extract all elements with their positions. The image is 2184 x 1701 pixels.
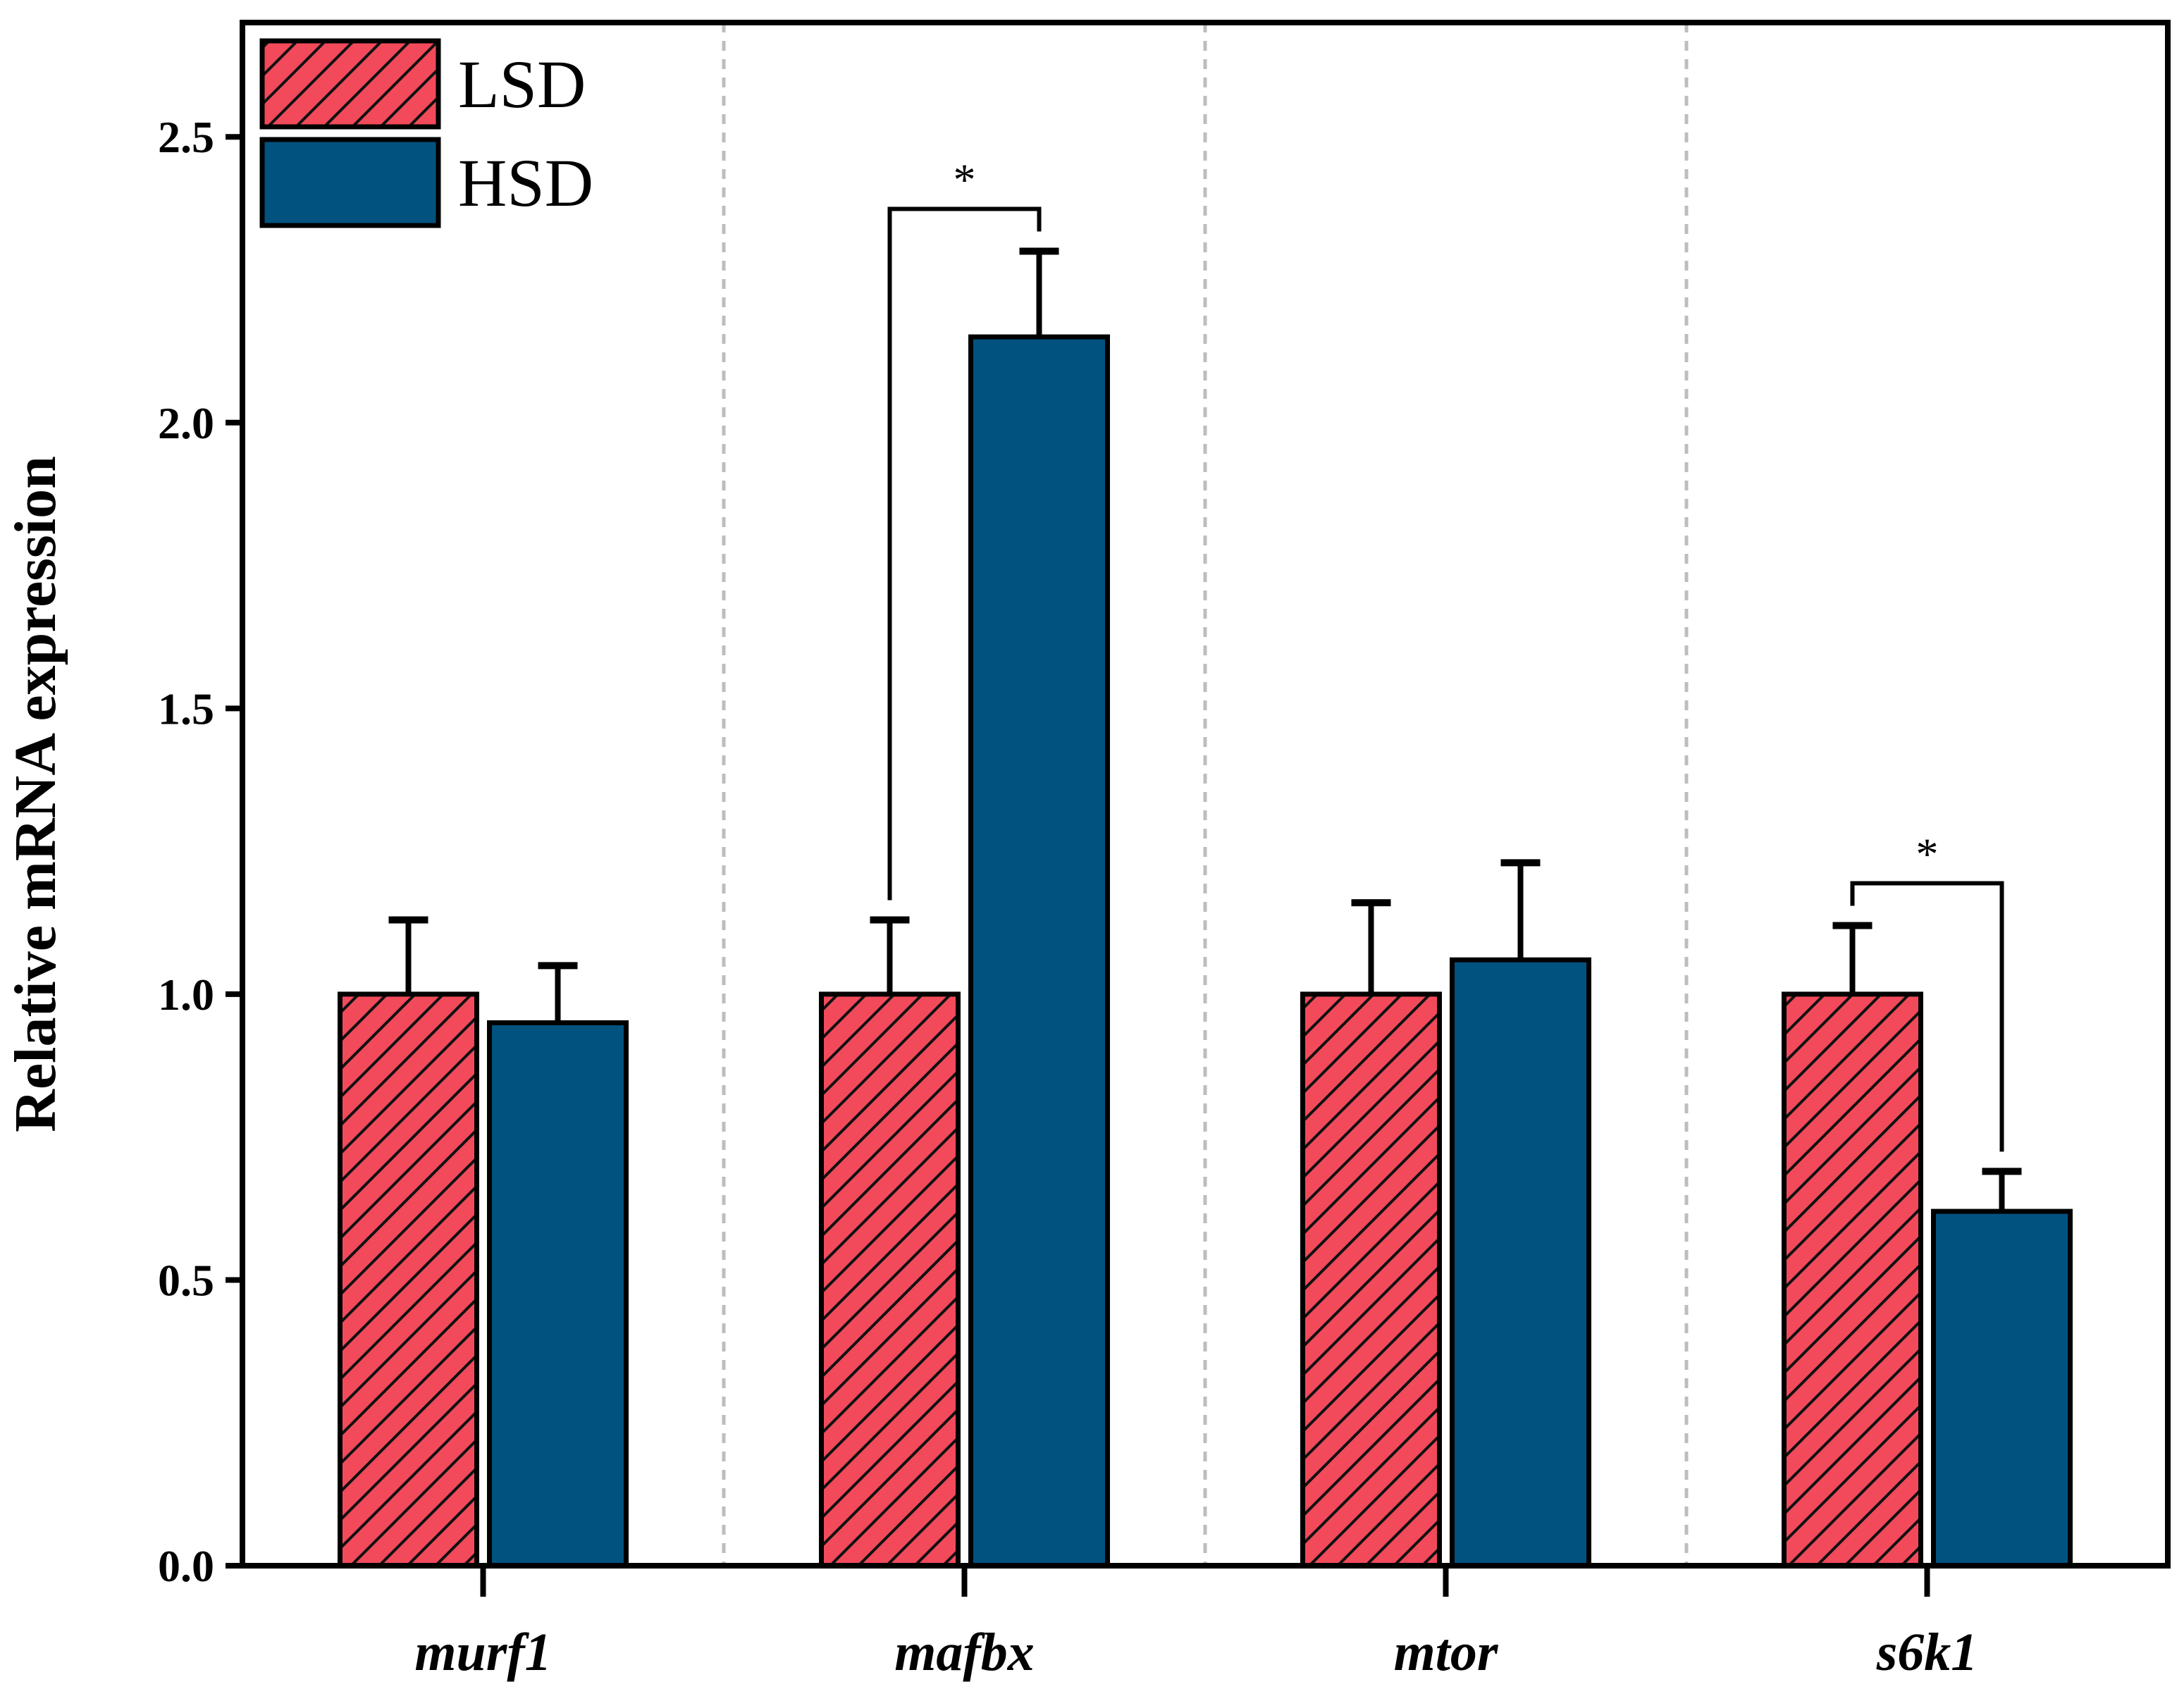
y-tick-label: 1.5: [158, 684, 214, 734]
bar-lsd-mtor: [1300, 991, 1442, 1569]
y-axis-title: Relative mRNA expression: [3, 456, 68, 1132]
category-separators: [722, 23, 1689, 1566]
bars: [338, 334, 2073, 1569]
y-tick-label: 0.0: [158, 1541, 214, 1591]
error-bars: [388, 247, 2022, 1212]
bar-hsd-mtor: [1450, 957, 1591, 1569]
legend-swatch-hsd: [259, 137, 441, 228]
bar-hsd-s6k1: [1931, 1208, 2073, 1569]
legend-swatch-lsd: [259, 38, 441, 130]
significance-brackets: **: [887, 154, 2004, 1152]
legend-label-lsd: LSD: [458, 47, 586, 122]
significance-label-mafbx: *: [954, 154, 976, 204]
x-tick-label-murf1: murf1: [414, 1623, 551, 1682]
x-tick-label-mtor: mtor: [1394, 1623, 1499, 1682]
x-tick-label-mafbx: mafbx: [894, 1623, 1034, 1682]
bar-lsd-mafbx: [819, 991, 961, 1569]
bar-lsd-murf1: [338, 991, 479, 1569]
significance-label-s6k1: *: [1916, 829, 1939, 879]
y-tick-label: 1.0: [158, 970, 214, 1020]
bar-lsd-s6k1: [1782, 991, 1923, 1569]
bar-hsd-murf1: [487, 1020, 629, 1569]
y-axis-ticks: 0.0 0.5 1.0 1.5 2.0 2.5: [158, 112, 242, 1591]
y-tick-label: 2.0: [158, 398, 214, 448]
bar-hsd-mafbx: [968, 334, 1110, 1569]
plot-frame: [240, 20, 2171, 1569]
legend-label-hsd: HSD: [458, 145, 593, 221]
y-tick-label: 2.5: [158, 112, 214, 162]
significance-bracket-mafbx: [887, 206, 1042, 901]
x-axis-ticks: murf1 mafbx mtor s6k1: [414, 1566, 1978, 1682]
y-tick-label: 0.5: [158, 1255, 214, 1305]
significance-bracket-s6k1: [1850, 881, 2004, 1152]
legend: LSD HSD: [259, 38, 593, 228]
x-tick-label-s6k1: s6k1: [1876, 1623, 1978, 1682]
